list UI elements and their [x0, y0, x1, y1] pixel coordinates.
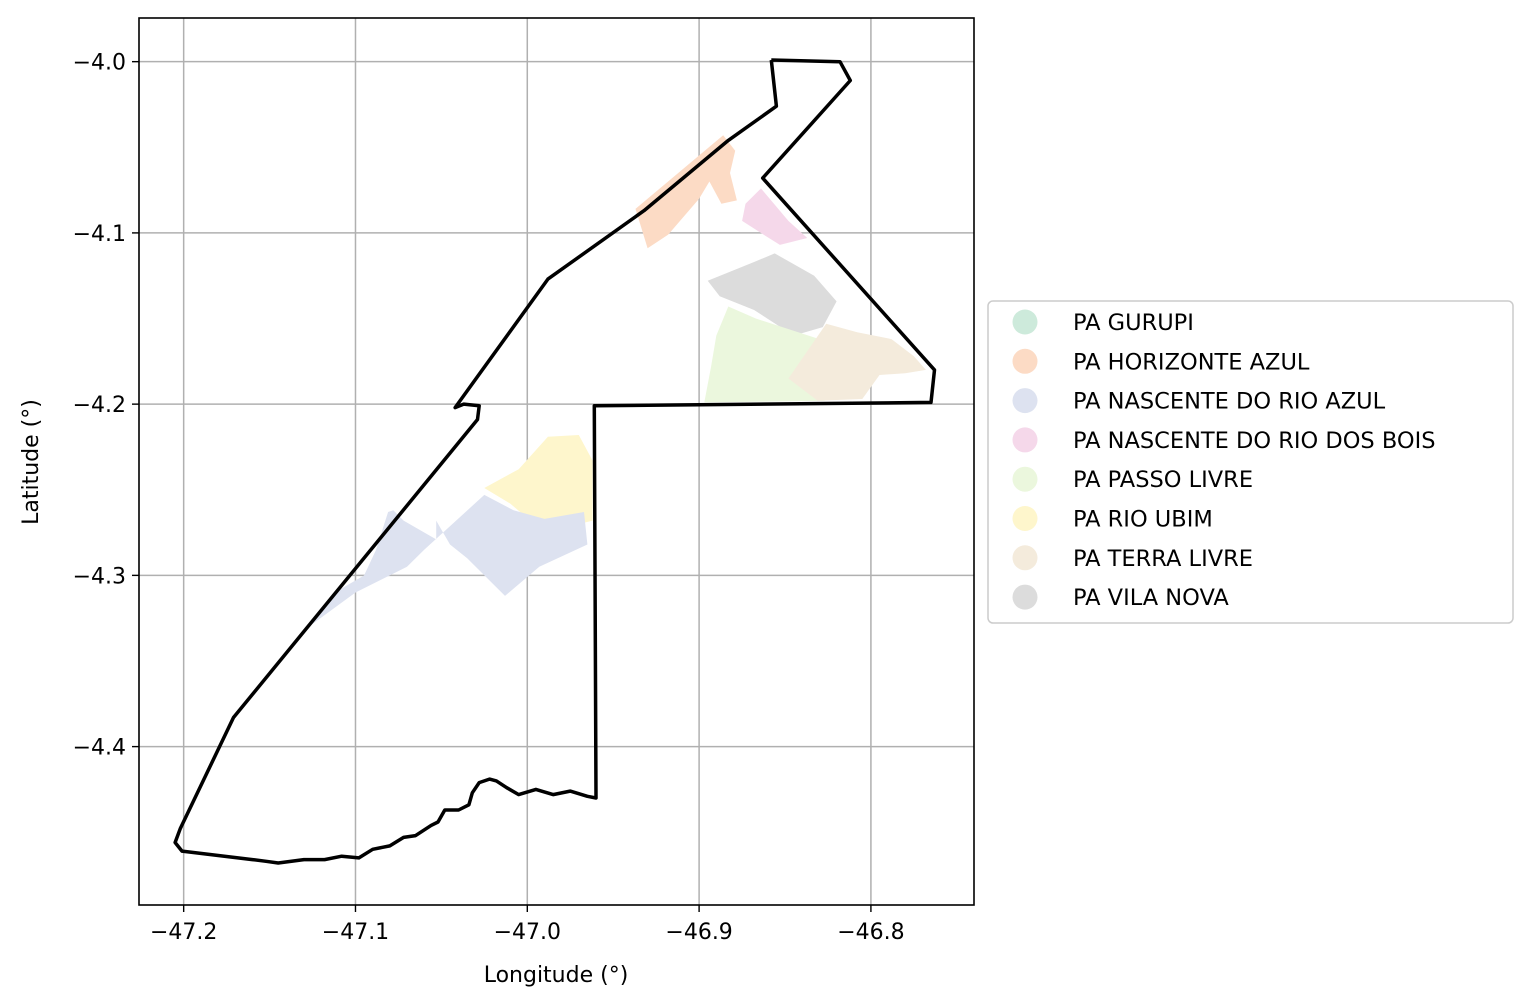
- region-pa-horizonte-azul: [635, 135, 737, 249]
- x-tick-label-4: −46.8: [837, 920, 904, 945]
- legend-marker-3: [1012, 427, 1038, 453]
- x-axis-ticks: −47.2 −47.1 −47.0 −46.9 −46.8: [150, 905, 905, 945]
- legend-label-1: PA HORIZONTE AZUL: [1073, 349, 1310, 375]
- legend-label-7: PA VILA NOVA: [1073, 585, 1229, 611]
- legend-marker-0: [1012, 309, 1038, 335]
- legend-marker-1: [1012, 348, 1038, 374]
- legend-marker-2: [1012, 388, 1038, 414]
- legend-label-6: PA TERRA LIVRE: [1073, 546, 1253, 572]
- y-tick-label-2: −4.2: [73, 393, 126, 418]
- y-tick-label-4: −4.4: [73, 736, 126, 761]
- municipality-boundary: [173, 58, 937, 865]
- x-tick-label-3: −46.9: [665, 920, 732, 945]
- region-pa-nascente-do-rio-dos-bois: [742, 188, 808, 245]
- legend: PA GURUPI PA HORIZONTE AZUL PA NASCENTE DO…: [987, 300, 1514, 624]
- region-pa-rio-ubim: [484, 435, 593, 533]
- plot-frame: [138, 17, 975, 906]
- boundary-outline: [173, 58, 937, 865]
- legend-label-2: PA NASCENTE DO RIO AZUL: [1073, 389, 1386, 415]
- y-tick-label-1: −4.1: [73, 222, 126, 247]
- region-pa-nascente-do-rio-azul: [303, 494, 588, 631]
- x-tick-label-1: −47.1: [322, 920, 389, 945]
- legend-marker-6: [1012, 545, 1038, 571]
- legend-marker-4: [1012, 466, 1038, 492]
- legend-box: [987, 300, 1514, 624]
- x-tick-label-2: −47.0: [494, 920, 561, 945]
- y-tick-label-0: −4.0: [73, 51, 126, 76]
- y-axis-ticks: −4.0 −4.1 −4.2 −4.3 −4.4: [73, 51, 139, 761]
- legend-marker-5: [1012, 506, 1038, 531]
- x-axis-label: Longitude (°): [484, 963, 629, 988]
- x-tick-label-0: −47.2: [150, 920, 217, 945]
- legend-label-3: PA NASCENTE DO RIO DOS BOIS: [1073, 428, 1436, 454]
- legend-label-4: PA PASSO LIVRE: [1073, 467, 1253, 493]
- legend-label-0: PA GURUPI: [1073, 310, 1194, 336]
- region-pa-terra-livre: [788, 323, 926, 401]
- legend-label-5: PA RIO UBIM: [1073, 507, 1213, 533]
- legend-marker-7: [1012, 584, 1038, 610]
- region-pa-vila-nova: [707, 253, 837, 336]
- y-tick-label-3: −4.3: [73, 564, 126, 589]
- y-axis-label: Latitude (°): [19, 399, 44, 525]
- settlement-regions: [303, 135, 926, 631]
